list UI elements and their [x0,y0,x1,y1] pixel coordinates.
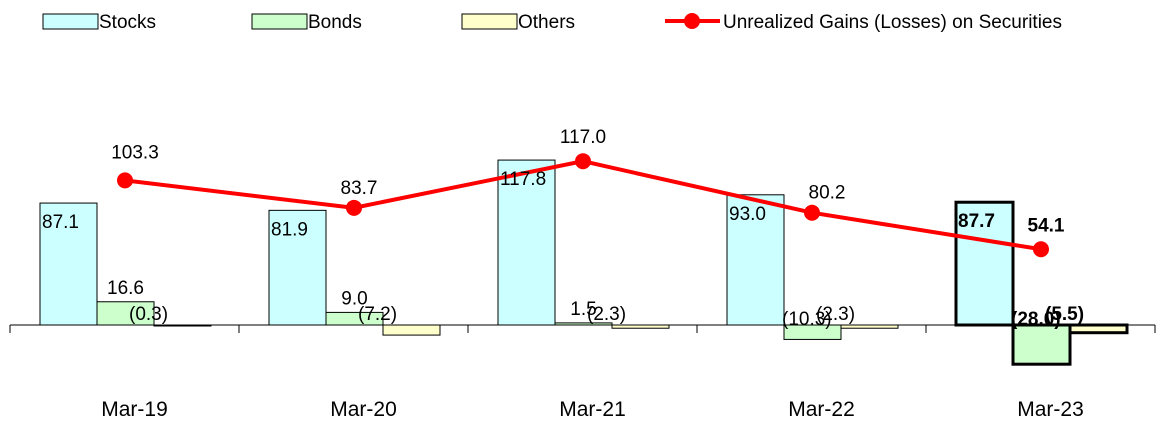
bar-others-mar-20 [382,324,441,336]
label-line-mar-19: 103.3 [111,142,159,163]
bar-stocks-mar-20 [268,209,327,326]
label-bonds-mar-19: 16.6 [107,278,144,299]
legend-swatch-bonds [251,13,308,30]
bar-bonds-mar-23 [1011,323,1072,366]
x-tick-label: Mar-21 [559,398,626,421]
line-unrealized-gains [124,159,1042,252]
label-stocks-mar-23: 87.7 [958,211,995,232]
legend-swatch-others [461,13,518,30]
line-point-mar-23 [1033,241,1049,258]
label-stocks-mar-21: 117.8 [500,169,546,190]
bars [39,159,1129,366]
data-labels: 87.116.6(0.3)81.99.0(7.2)117.81.5(2.3)93… [42,127,1084,330]
x-tick-label: Mar-19 [101,398,168,421]
label-bonds-mar-22: (10.3) [782,309,832,330]
line-point-mar-20 [346,199,362,216]
line-point-mar-21 [575,153,591,170]
bar-stocks-mar-23 [954,200,1015,327]
label-others-mar-20: (7.2) [358,304,397,325]
label-bonds-mar-23: (28.0) [1011,309,1061,330]
line-point-mar-22 [804,204,820,221]
label-others-mar-21: (2.3) [587,304,626,325]
label-line-mar-23: 54.1 [1028,215,1065,236]
line-series [117,153,1049,258]
x-tick-label: Mar-20 [330,398,397,421]
x-axis [9,324,1156,333]
label-others-mar-19: (0.3) [129,304,168,325]
label-stocks-mar-22: 93.0 [729,204,766,225]
x-tick-label: Mar-22 [788,398,855,421]
label-line-mar-21: 117.0 [560,127,606,148]
legend-label-bonds: Bonds [308,12,362,33]
label-stocks-mar-20: 81.9 [271,219,308,240]
legend-label-stocks: Stocks [99,12,156,33]
bar-stocks-mar-21 [497,159,556,326]
legend-marker-line [684,13,700,29]
legend-label-others: Others [518,12,575,33]
label-line-mar-22: 80.2 [809,183,846,204]
label-bonds-mar-21: 1.5 [570,299,596,320]
legend: Stocks Bonds Others Unrealized Gains (Losse… [42,12,1062,33]
label-others-mar-23: (5.5) [1045,304,1084,325]
legend-swatch-stocks [42,13,99,30]
x-tick-labels: Mar-19 Mar-20 Mar-21 Mar-22 Mar-23 [101,398,1084,421]
bar-others-mar-23 [1068,323,1129,335]
label-line-mar-20: 83.7 [341,178,378,199]
x-tick-label: Mar-23 [1017,398,1084,421]
line-point-mar-19 [117,172,133,189]
label-bonds-mar-20: 9.0 [341,288,367,309]
bar-stocks-mar-22 [726,194,785,326]
label-stocks-mar-19: 87.1 [42,212,79,233]
legend-label-unrealized-gains: Unrealized Gains (Losses) on Securities [723,12,1062,33]
label-others-mar-22: (2.3) [816,304,855,325]
